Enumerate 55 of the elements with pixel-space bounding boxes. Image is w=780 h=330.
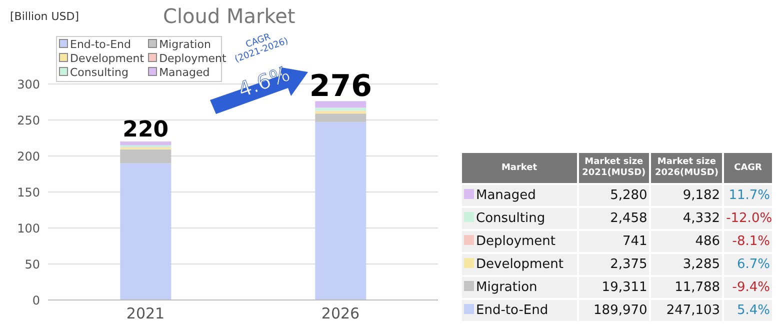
text: Market size 2026(MUSD) [651, 153, 722, 183]
text: 5.4% [736, 302, 771, 320]
legend-label: Development [69, 52, 144, 66]
text: CAGR [724, 153, 772, 183]
y-tick-label: 150 [17, 185, 40, 200]
chart-title: Cloud Market [163, 4, 296, 28]
legend-label: End-to-End [69, 38, 132, 52]
text: Market size 2021(MUSD) [578, 153, 650, 183]
bar [120, 163, 172, 300]
x-tick-label: 2026 [321, 304, 360, 323]
text: End-to-End [476, 303, 548, 318]
text: 11.7% [728, 187, 771, 205]
y-tick-label: 0 [32, 293, 40, 308]
bar [315, 114, 366, 122]
text: Development [476, 257, 564, 272]
text: -8.1% [731, 233, 771, 251]
text: 11,788 [674, 279, 722, 297]
text: Deployment [476, 234, 556, 249]
text: 247,103 [665, 302, 722, 320]
text: Consulting [476, 211, 546, 226]
text: Managed [476, 188, 536, 203]
x-tick-label: 2021 [126, 304, 165, 323]
legend-label: Managed [158, 66, 211, 80]
text: 19,311 [600, 279, 648, 297]
bar [120, 149, 172, 164]
text: Market [462, 153, 577, 183]
legend-label: Migration [158, 38, 212, 52]
bar [315, 122, 366, 300]
y-tick-label: 250 [17, 113, 40, 128]
y-tick-label: 50 [24, 257, 40, 272]
text: 189,970 [592, 302, 648, 320]
text: 5,280 [609, 187, 648, 205]
text: 486 [694, 233, 722, 251]
y-tick-label: 100 [17, 221, 40, 236]
bar [120, 142, 172, 146]
text: -9.4% [731, 279, 771, 297]
bar [315, 108, 366, 111]
text: 3,285 [682, 256, 722, 274]
text: 4,332 [682, 210, 722, 228]
y-tick-label: 300 [17, 77, 40, 92]
total-label: 220 [122, 118, 169, 143]
text: Migration [476, 280, 538, 295]
total-label: 276 [309, 69, 372, 104]
bar [315, 111, 366, 114]
legend-label: Consulting [69, 66, 130, 80]
y-tick-label: 200 [17, 149, 40, 164]
text: -12.0% [725, 210, 772, 228]
text: 741 [621, 233, 648, 251]
text: 9,182 [682, 187, 722, 205]
bar [315, 101, 366, 108]
legend-label: Deployment [158, 52, 226, 66]
text: 2,375 [609, 256, 648, 274]
y-axis-title: [Billion USD] [10, 10, 80, 23]
text: 2,458 [609, 210, 648, 228]
text: 6.7% [736, 256, 771, 274]
